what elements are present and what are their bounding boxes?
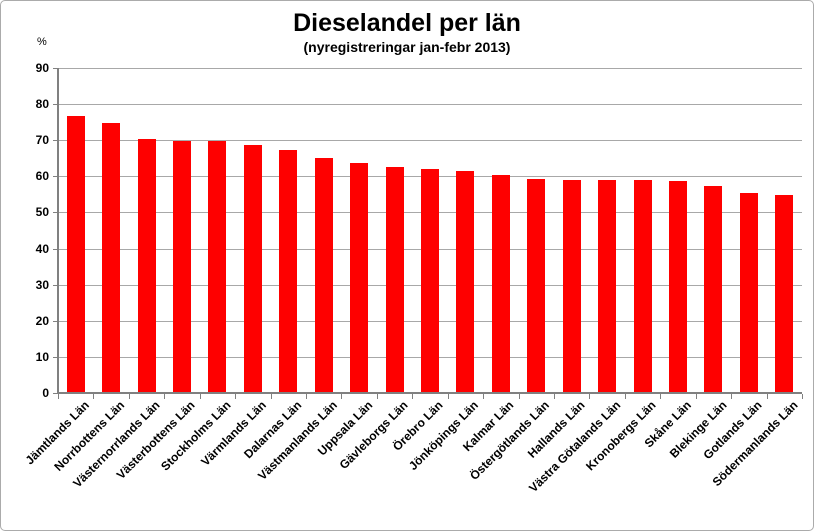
x-axis-tick	[93, 394, 95, 399]
x-axis-tick	[695, 394, 697, 399]
y-tick-label: 50	[35, 205, 49, 220]
x-axis-tick	[624, 394, 626, 399]
x-axis-tick	[483, 394, 485, 399]
bar	[350, 162, 369, 393]
y-gridline	[58, 68, 802, 69]
x-axis-tick	[235, 394, 237, 399]
bar	[66, 116, 85, 393]
x-axis-tick	[412, 394, 414, 399]
x-axis-tick	[164, 394, 166, 399]
x-axis-tick	[270, 394, 272, 399]
bar	[173, 140, 191, 393]
x-axis-tick	[766, 394, 768, 399]
y-axis-tick	[53, 356, 58, 358]
x-axis-tick	[802, 394, 803, 399]
bar	[633, 180, 652, 393]
bar	[598, 179, 617, 393]
x-axis-tick	[554, 394, 555, 399]
x-axis-line	[57, 392, 802, 394]
bar	[102, 122, 121, 393]
y-axis-tick	[53, 320, 58, 322]
x-axis-tick	[376, 394, 378, 399]
y-axis-tick	[53, 140, 58, 142]
bar	[562, 179, 581, 393]
y-axis-line	[57, 68, 59, 393]
y-gridline	[58, 104, 802, 106]
bar	[669, 180, 687, 393]
x-axis-tick	[447, 394, 449, 399]
y-axis-tick	[53, 212, 58, 214]
bar	[314, 157, 333, 393]
bar	[704, 186, 723, 393]
y-gridline	[58, 140, 802, 142]
y-axis-tick	[53, 104, 58, 106]
x-axis-tick	[199, 394, 201, 399]
y-axis-tick	[53, 68, 58, 69]
y-axis-tick	[53, 248, 58, 250]
chart-title: Dieselandel per län	[293, 9, 521, 37]
y-tick-label: 40	[35, 241, 49, 256]
bar	[739, 192, 758, 393]
x-axis-tick	[341, 394, 343, 399]
bar	[456, 171, 475, 393]
y-axis-tick	[53, 176, 58, 178]
bar	[385, 166, 404, 393]
x-axis-tick	[128, 394, 130, 399]
x-axis-tick	[518, 394, 520, 399]
bar	[775, 195, 794, 393]
y-tick-label: 0	[42, 386, 49, 400]
bar	[421, 169, 439, 393]
chart-subtitle: (nyregistreringar jan-febr 2013)	[303, 39, 511, 55]
y-tick-label: 80	[35, 97, 49, 112]
bar	[208, 140, 227, 393]
x-axis-tick	[660, 394, 662, 399]
bar	[279, 149, 298, 393]
x-axis-tick	[58, 394, 59, 399]
y-tick-label: 10	[35, 349, 49, 364]
x-axis-tick	[589, 394, 591, 399]
y-tick-label: 90	[35, 61, 49, 75]
x-axis-tick	[731, 394, 733, 399]
y-tick-label: 70	[35, 133, 49, 148]
y-tick-label: 30	[35, 277, 49, 292]
bar	[243, 145, 262, 393]
x-axis-tick	[306, 394, 307, 399]
y-tick-label: 20	[35, 313, 49, 328]
y-tick-label: 60	[35, 169, 49, 184]
bar	[491, 175, 510, 393]
y-axis-tick	[53, 393, 58, 394]
y-axis-unit-label: %	[37, 36, 47, 48]
bar	[527, 178, 546, 393]
bar	[137, 139, 156, 393]
y-axis-tick	[53, 284, 58, 286]
